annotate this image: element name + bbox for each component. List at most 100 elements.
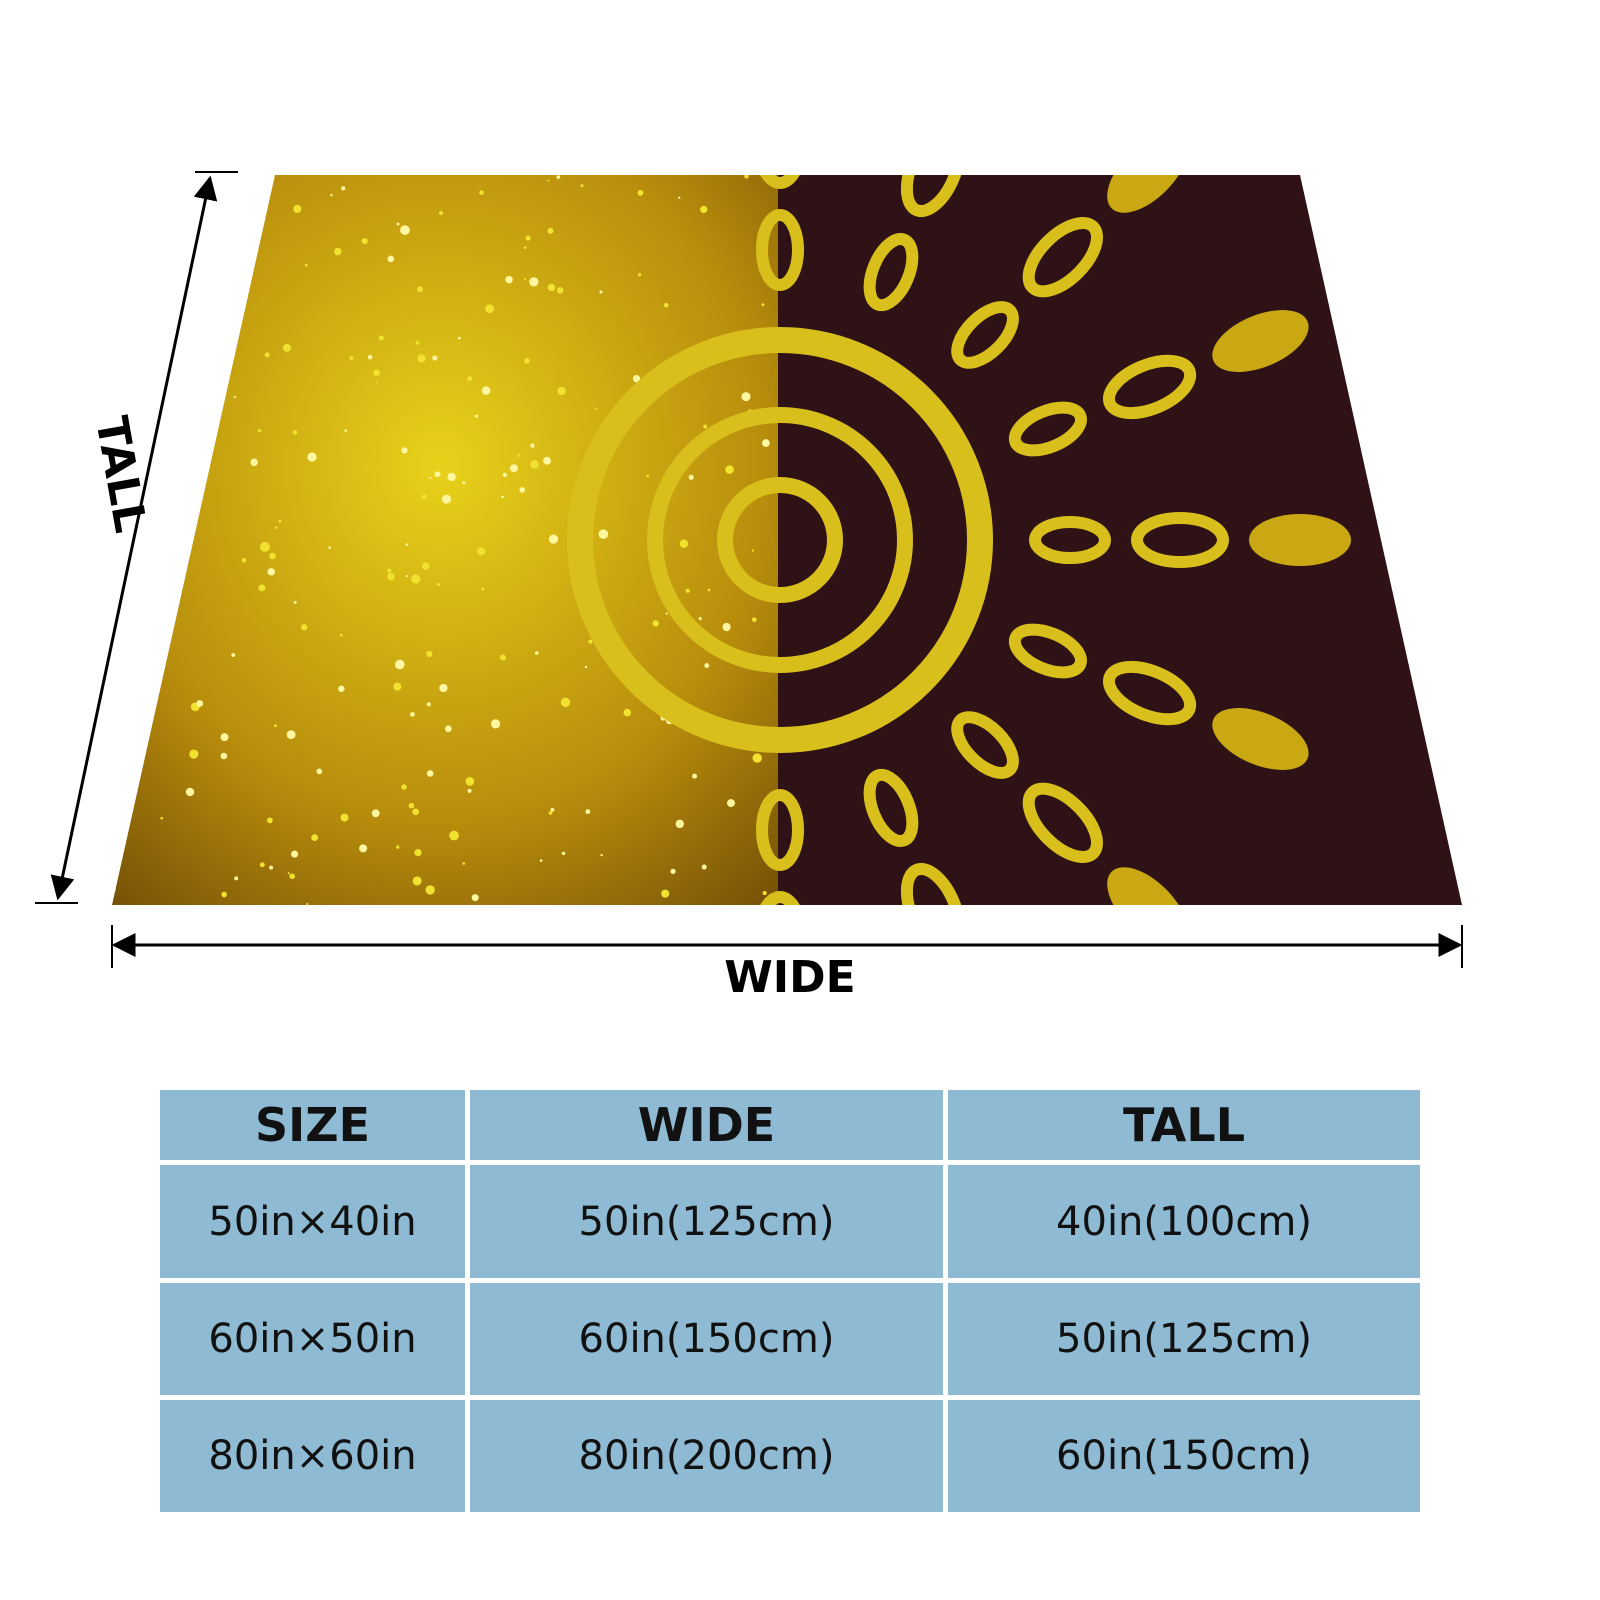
petal bbox=[863, 768, 919, 847]
sparkle bbox=[408, 802, 415, 809]
sparkle bbox=[155, 291, 159, 295]
sparkle bbox=[189, 749, 199, 759]
sparkle bbox=[344, 429, 347, 432]
sparkle bbox=[422, 562, 430, 570]
table-cell: 50in×40in bbox=[160, 1165, 465, 1278]
sparkle bbox=[490, 719, 501, 729]
sparkle bbox=[373, 369, 381, 377]
sparkle bbox=[257, 428, 262, 433]
sparkle bbox=[744, 175, 749, 179]
tall-label: TALL bbox=[85, 413, 155, 537]
sparkle bbox=[405, 575, 408, 578]
sparkle bbox=[269, 552, 276, 560]
sparkle bbox=[663, 302, 669, 308]
sparkle bbox=[638, 273, 642, 277]
sparkle bbox=[700, 205, 708, 214]
sparkle bbox=[481, 386, 491, 395]
sparkle bbox=[196, 700, 204, 707]
sparkle bbox=[762, 891, 767, 896]
sparkle bbox=[505, 275, 513, 284]
sparkle bbox=[727, 799, 735, 808]
sparkle bbox=[163, 278, 167, 282]
sparkle bbox=[556, 287, 564, 294]
sparkle bbox=[184, 413, 187, 416]
sparkle bbox=[156, 335, 160, 339]
sparkle bbox=[417, 286, 423, 293]
sparkle bbox=[449, 830, 459, 841]
sparkle bbox=[457, 336, 461, 340]
sparkle bbox=[112, 885, 116, 893]
sparkle bbox=[200, 388, 208, 396]
sparkle bbox=[401, 447, 408, 454]
sparkle bbox=[221, 200, 225, 204]
sparkle bbox=[250, 458, 258, 467]
sparkle bbox=[133, 744, 144, 755]
table-cell: 80in(200cm) bbox=[470, 1400, 943, 1512]
sparkle bbox=[652, 620, 659, 627]
sparkle bbox=[396, 845, 400, 849]
petal bbox=[935, 963, 1022, 1060]
sparkle bbox=[722, 622, 731, 632]
sparkle bbox=[637, 190, 644, 196]
sparkle bbox=[220, 752, 228, 760]
sparkle bbox=[415, 340, 420, 345]
sparkle bbox=[701, 864, 707, 870]
petal bbox=[1131, 512, 1229, 568]
sparkle bbox=[509, 464, 519, 473]
sparkle bbox=[467, 788, 472, 793]
petal bbox=[900, 175, 966, 218]
sparkle bbox=[117, 352, 121, 356]
sparkle bbox=[703, 424, 708, 429]
sparkle bbox=[547, 227, 554, 234]
sparkle bbox=[599, 290, 603, 294]
petal bbox=[1107, 867, 1189, 905]
sparkle bbox=[547, 283, 556, 292]
table-cell: 60in×50in bbox=[160, 1283, 465, 1395]
sparkle bbox=[499, 654, 506, 661]
sparkle bbox=[220, 733, 229, 742]
petal bbox=[1008, 401, 1087, 457]
table-cell: 50in(125cm) bbox=[948, 1283, 1420, 1395]
sparkle bbox=[441, 494, 452, 504]
sparkle bbox=[186, 494, 196, 505]
sparkle bbox=[328, 546, 331, 549]
sparkle bbox=[501, 495, 504, 499]
sparkle bbox=[437, 582, 441, 586]
petal bbox=[1029, 516, 1111, 564]
sparkle bbox=[502, 472, 508, 478]
wide-label: WIDE bbox=[724, 952, 855, 1003]
sparkle bbox=[291, 850, 299, 858]
sparkle bbox=[371, 809, 380, 818]
sparkle bbox=[223, 206, 233, 217]
sparkle bbox=[529, 277, 539, 287]
sparkle bbox=[584, 665, 588, 669]
sparkle bbox=[752, 753, 762, 763]
sparkle bbox=[665, 612, 668, 615]
sparkle bbox=[267, 568, 275, 576]
sparkle bbox=[432, 355, 438, 361]
petal bbox=[1212, 310, 1309, 372]
sparkle bbox=[160, 816, 164, 820]
sparkle bbox=[175, 501, 184, 511]
sparkle bbox=[426, 650, 433, 658]
sparkle bbox=[185, 787, 195, 797]
sparkle bbox=[349, 355, 354, 360]
sparkle bbox=[125, 582, 134, 591]
petal bbox=[951, 711, 1019, 779]
sparkle bbox=[438, 210, 444, 216]
sparkle bbox=[474, 414, 479, 418]
sparkle bbox=[685, 588, 690, 593]
sparkle bbox=[588, 639, 593, 644]
sparkle bbox=[543, 456, 552, 465]
petal bbox=[1102, 354, 1197, 420]
table-cell: 60in(150cm) bbox=[948, 1400, 1420, 1512]
sparkle bbox=[378, 335, 384, 341]
sparkle bbox=[585, 809, 591, 815]
sparkle bbox=[274, 724, 277, 728]
sparkle bbox=[580, 184, 584, 188]
sparkle bbox=[221, 891, 227, 898]
sparkle bbox=[465, 777, 475, 786]
sparkle bbox=[678, 196, 681, 199]
sparkle bbox=[259, 541, 270, 552]
sparkle bbox=[679, 539, 689, 548]
